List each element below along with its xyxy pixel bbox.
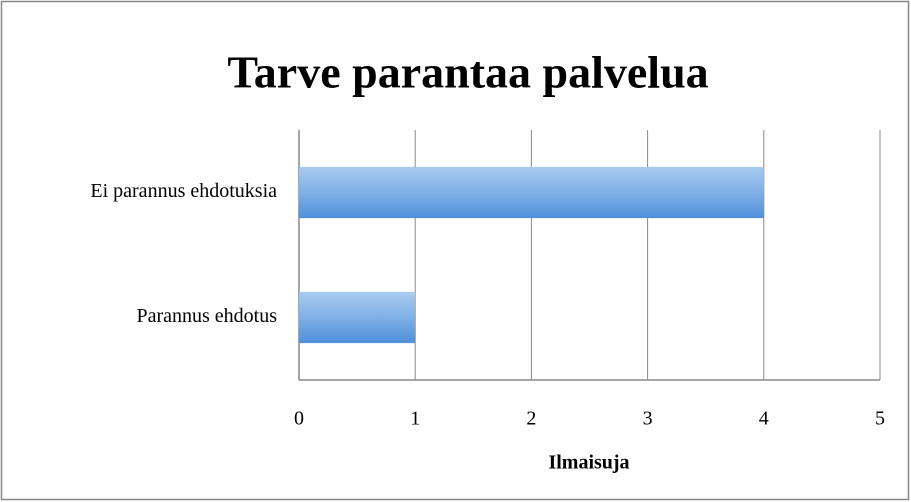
x-tick-label: 1	[410, 408, 420, 430]
x-tick-label: 0	[294, 408, 304, 430]
bar	[299, 291, 416, 344]
y-tick-label: Ei parannus ehdotuksia	[90, 180, 277, 202]
x-axis-label: Ilmaisuja	[548, 452, 629, 474]
x-tick-label: 5	[875, 408, 885, 430]
bar	[299, 166, 764, 219]
x-tick-label: 2	[526, 408, 536, 430]
y-tick-label: Parannus ehdotus	[136, 305, 277, 327]
x-tick-label: 4	[759, 408, 769, 430]
x-tick-label: 3	[643, 408, 653, 430]
chart-title: Tarve parantaa palvelua	[227, 47, 708, 98]
